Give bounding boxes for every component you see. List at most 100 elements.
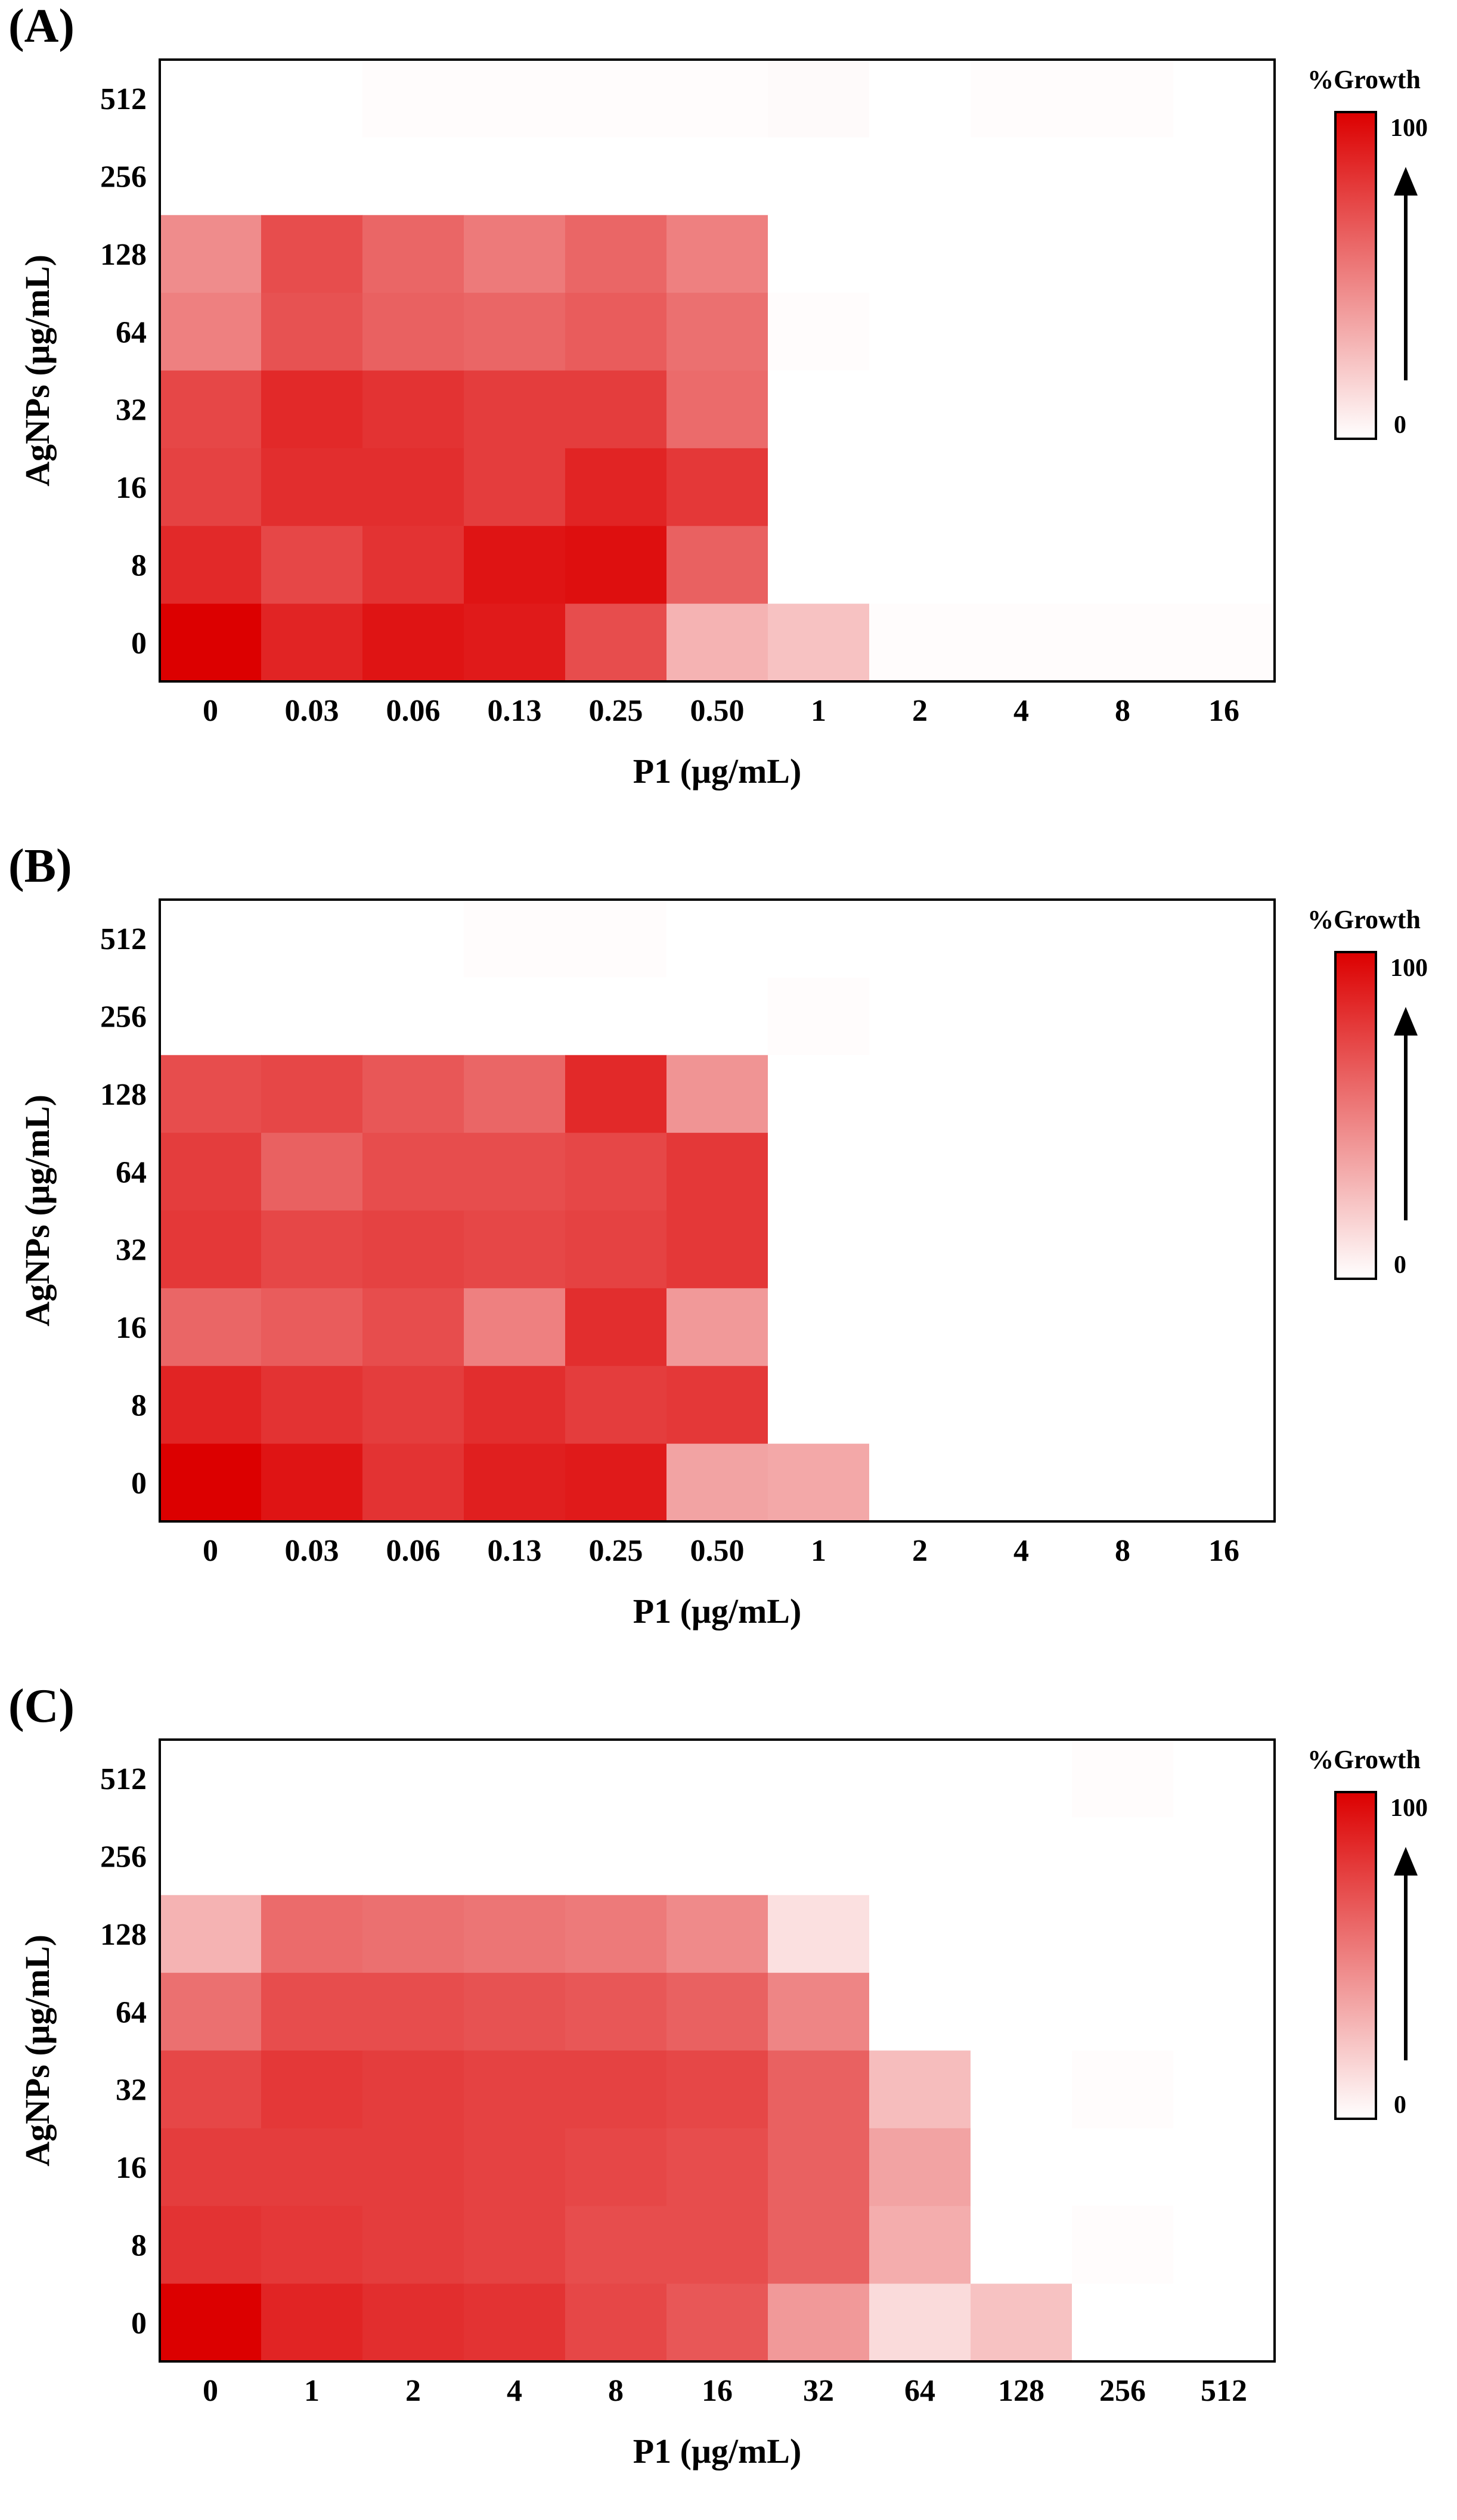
heatmap-cell xyxy=(565,1895,667,1973)
heatmap-cell xyxy=(160,1288,262,1366)
y-tick-label: 32 xyxy=(116,1233,147,1267)
heatmap-cell xyxy=(565,370,667,449)
heatmap-cell xyxy=(464,2128,566,2206)
x-tick-label: 256 xyxy=(1099,2374,1146,2408)
heatmap-cell xyxy=(666,1443,768,1522)
heatmap-cell xyxy=(666,370,768,449)
heatmap-cell xyxy=(768,2050,870,2129)
heatmap-cell xyxy=(1072,2050,1174,2129)
heatmap-cell xyxy=(362,1973,464,2051)
heatmap-cell xyxy=(971,1133,1072,1211)
heatmap-cell xyxy=(261,293,363,371)
heatmap-cell xyxy=(768,1817,870,1896)
heatmap-cell xyxy=(1072,1740,1174,1818)
heatmap-cell xyxy=(261,1817,363,1896)
heatmap-cell xyxy=(971,1740,1072,1818)
heatmap-cell xyxy=(768,2128,870,2206)
heatmap-cell xyxy=(869,1895,971,1973)
heatmap-cell xyxy=(464,370,566,449)
x-tick-label: 2 xyxy=(912,694,928,728)
heatmap-cell xyxy=(666,215,768,293)
y-tick-label: 512 xyxy=(100,82,147,116)
heatmap-cell xyxy=(869,1817,971,1896)
heatmap-cell xyxy=(666,1210,768,1289)
heatmap-cell xyxy=(261,2128,363,2206)
heatmap-cell xyxy=(768,370,870,449)
x-tick-label: 64 xyxy=(904,2374,935,2408)
y-tick-label: 0 xyxy=(131,627,147,661)
heatmap-cell xyxy=(160,1210,262,1289)
heatmap-cell xyxy=(160,215,262,293)
heatmap-cell xyxy=(261,1055,363,1133)
heatmap-cell xyxy=(565,1443,667,1522)
heatmap-cell xyxy=(869,60,971,138)
legend-min-label: 0 xyxy=(1394,2091,1406,2119)
heatmap-cell xyxy=(1072,448,1174,526)
heatmap-cell xyxy=(160,2283,262,2362)
heatmap-cell xyxy=(160,2128,262,2206)
y-tick-label: 8 xyxy=(131,2228,147,2262)
heatmap-cell xyxy=(1072,137,1174,216)
heatmap-cell xyxy=(261,1895,363,1973)
heatmap-cell xyxy=(869,215,971,293)
heatmap-cell xyxy=(362,1366,464,1445)
heatmap-cell xyxy=(869,370,971,449)
x-axis-label: P1 (μg/mL) xyxy=(633,1592,802,1631)
legend-max-label: 100 xyxy=(1390,954,1428,982)
heatmap-cell xyxy=(464,1443,566,1522)
heatmap-cell xyxy=(1072,2206,1174,2285)
heatmap-cell xyxy=(565,2050,667,2129)
plot-frame xyxy=(159,898,1276,1523)
x-axis-label: P1 (μg/mL) xyxy=(633,752,802,791)
heatmap-cell xyxy=(362,1055,464,1133)
heatmap-cell xyxy=(1072,1366,1174,1445)
heatmap-cell xyxy=(160,1817,262,1896)
heatmap-cell xyxy=(464,2283,566,2362)
heatmap-cell xyxy=(261,60,363,138)
heatmap-cell xyxy=(362,137,464,216)
y-tick-label: 32 xyxy=(116,393,147,427)
heatmap-cell xyxy=(1072,1210,1174,1289)
heatmap-cell xyxy=(261,448,363,526)
x-tick-label: 0 xyxy=(203,694,218,728)
heatmap-cell xyxy=(869,1443,971,1522)
heatmap-cell xyxy=(464,448,566,526)
x-tick-label: 0.03 xyxy=(285,1534,339,1568)
heatmap-cell xyxy=(869,137,971,216)
y-tick-label: 16 xyxy=(116,1311,147,1345)
heatmap-cell xyxy=(768,526,870,605)
x-axis-label: P1 (μg/mL) xyxy=(633,2432,802,2471)
heatmap-cell xyxy=(666,603,768,682)
heatmap-cell xyxy=(768,1740,870,1818)
heatmap-cell xyxy=(768,137,870,216)
y-tick-label: 128 xyxy=(100,1918,147,1952)
heatmap-cell xyxy=(1072,977,1174,1056)
heatmap-cell xyxy=(1072,526,1174,605)
x-tick-label: 0.06 xyxy=(386,1534,441,1568)
heatmap-cell xyxy=(869,2128,971,2206)
heatmap-cell xyxy=(160,370,262,449)
heatmap-cell xyxy=(1173,1973,1275,2051)
heatmap-cell xyxy=(464,1055,566,1133)
heatmap-cell xyxy=(464,1210,566,1289)
x-tick-label: 4 xyxy=(507,2374,522,2408)
heatmap-cell xyxy=(666,526,768,605)
heatmap-cell xyxy=(565,1817,667,1896)
heatmap-cell xyxy=(1173,60,1275,138)
heatmap-cell xyxy=(1173,1210,1275,1289)
heatmap-cell xyxy=(362,60,464,138)
y-tick-label: 8 xyxy=(131,548,147,582)
heatmap-cell xyxy=(261,1740,363,1818)
heatmap-cell xyxy=(1173,2206,1275,2285)
legend-colorbar xyxy=(1334,111,1377,440)
heatmap-cell xyxy=(1072,1133,1174,1211)
heatmap-cell xyxy=(464,2050,566,2129)
heatmap-cell xyxy=(1173,215,1275,293)
x-tick-label: 8 xyxy=(1115,694,1130,728)
x-tick-label: 0.13 xyxy=(488,1534,542,1568)
heatmap-cell xyxy=(362,1895,464,1973)
heatmap-cell xyxy=(971,448,1072,526)
heatmap-cell xyxy=(666,2128,768,2206)
heatmap-cell xyxy=(971,2206,1072,2285)
